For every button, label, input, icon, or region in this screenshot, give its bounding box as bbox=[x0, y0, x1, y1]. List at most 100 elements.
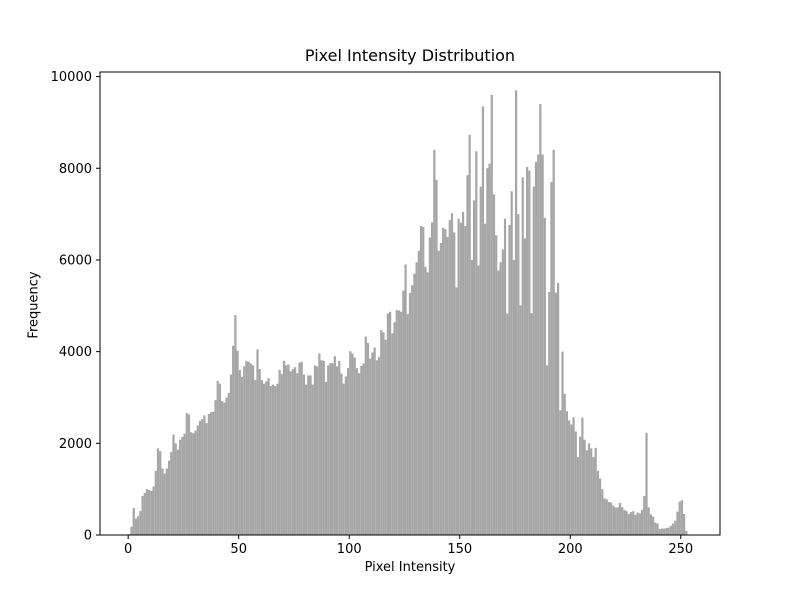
histogram-bar bbox=[431, 222, 434, 536]
histogram-bar bbox=[406, 314, 409, 535]
x-tick-label: 150 bbox=[447, 542, 472, 557]
histogram-bar bbox=[342, 383, 345, 535]
histogram-bar bbox=[510, 191, 513, 535]
histogram-bar bbox=[258, 369, 261, 535]
histogram-bar bbox=[461, 211, 465, 535]
chart-title: Pixel Intensity Distribution bbox=[304, 46, 516, 65]
histogram-bar bbox=[435, 179, 438, 536]
histogram-bar bbox=[450, 213, 454, 535]
histogram-bar bbox=[539, 104, 542, 535]
histogram-bar bbox=[280, 374, 283, 535]
histogram-bar bbox=[415, 262, 418, 535]
histogram-bar bbox=[285, 365, 288, 535]
histogram-bar bbox=[148, 490, 151, 535]
histogram-bar bbox=[289, 371, 292, 535]
histogram-bar bbox=[269, 386, 272, 535]
histogram-bar bbox=[568, 420, 571, 535]
histogram-bar bbox=[475, 151, 478, 535]
histogram-bar bbox=[150, 490, 153, 535]
histogram-bar bbox=[207, 413, 210, 535]
histogram-bar bbox=[267, 378, 270, 535]
histogram-bar bbox=[351, 353, 354, 535]
histogram-bar bbox=[353, 357, 356, 535]
histogram-bar bbox=[156, 448, 160, 535]
histogram-bar bbox=[391, 333, 394, 535]
histogram-bar bbox=[141, 496, 144, 535]
histogram-bar bbox=[209, 412, 213, 535]
histogram-bar bbox=[488, 163, 491, 535]
y-tick-label: 0 bbox=[84, 529, 92, 544]
histogram-bar bbox=[316, 366, 319, 535]
histogram-bar bbox=[647, 507, 650, 535]
histogram-bar bbox=[389, 311, 392, 535]
histogram-bar bbox=[369, 358, 372, 535]
histogram-bar bbox=[375, 360, 378, 535]
histogram-bar bbox=[287, 364, 290, 535]
histogram-bar bbox=[274, 386, 277, 535]
histogram-bar bbox=[621, 507, 624, 535]
histogram-bar bbox=[238, 369, 241, 535]
histogram-bar bbox=[300, 361, 303, 535]
histogram-bar bbox=[464, 226, 467, 535]
histogram-bar bbox=[676, 511, 679, 535]
histogram-bar bbox=[481, 106, 485, 535]
histogram-bar bbox=[552, 149, 555, 535]
histogram-bar bbox=[161, 468, 164, 535]
histogram-bar bbox=[470, 259, 473, 535]
y-axis-label: Frequency bbox=[26, 271, 42, 339]
histogram-bar bbox=[610, 502, 613, 535]
histogram-bar bbox=[296, 373, 299, 535]
histogram-bar bbox=[167, 460, 171, 535]
histogram-bar bbox=[426, 272, 429, 535]
histogram-bar bbox=[433, 149, 436, 535]
histogram-bar bbox=[446, 237, 449, 535]
histogram-bar bbox=[428, 237, 431, 536]
histogram-bar bbox=[221, 401, 224, 535]
histogram-bar bbox=[537, 154, 540, 535]
histogram-bar bbox=[170, 452, 173, 535]
histogram-bar bbox=[530, 313, 533, 535]
histogram-bar bbox=[625, 511, 628, 535]
histogram-bar bbox=[278, 369, 281, 535]
histogram-bar bbox=[623, 509, 626, 535]
histogram-bar bbox=[682, 513, 686, 535]
histogram-bar bbox=[590, 448, 593, 535]
histogram-bar bbox=[249, 363, 252, 535]
histogram-bar bbox=[556, 282, 560, 535]
histogram-bar bbox=[185, 413, 188, 535]
histogram-bar bbox=[282, 360, 286, 535]
histogram-bar bbox=[472, 200, 476, 536]
y-tick-label: 8000 bbox=[59, 162, 92, 177]
histogram-bar bbox=[373, 347, 376, 535]
histogram-bar bbox=[665, 528, 668, 535]
histogram-bar bbox=[201, 419, 204, 535]
histogram-bar bbox=[143, 492, 146, 535]
histogram-bar bbox=[503, 218, 507, 535]
histogram-bar bbox=[245, 360, 248, 535]
histogram-bar bbox=[579, 436, 582, 535]
histogram-bar bbox=[517, 214, 520, 536]
histogram-bar bbox=[276, 383, 279, 535]
histogram-bar bbox=[203, 415, 206, 535]
histogram-bar bbox=[514, 90, 518, 535]
histogram-bar bbox=[658, 529, 661, 535]
histogram-bar bbox=[466, 175, 469, 535]
x-tick-label: 50 bbox=[230, 542, 247, 557]
histogram-bar bbox=[678, 501, 681, 535]
histogram-bar bbox=[187, 414, 191, 535]
histogram-bar bbox=[205, 423, 208, 535]
histogram-bar bbox=[225, 397, 228, 535]
histogram-bar bbox=[685, 530, 688, 535]
histogram-bar bbox=[565, 411, 569, 535]
histogram-bar bbox=[305, 384, 308, 535]
histogram-bar bbox=[459, 222, 462, 535]
histogram-bar bbox=[548, 292, 551, 535]
histogram-bar bbox=[172, 434, 175, 535]
histogram-bar bbox=[543, 217, 546, 535]
histogram-bar bbox=[395, 309, 398, 535]
histogram-bar bbox=[377, 357, 381, 535]
histogram-bar bbox=[576, 457, 580, 535]
histogram-bar bbox=[508, 225, 511, 536]
histogram-bar bbox=[355, 368, 359, 535]
